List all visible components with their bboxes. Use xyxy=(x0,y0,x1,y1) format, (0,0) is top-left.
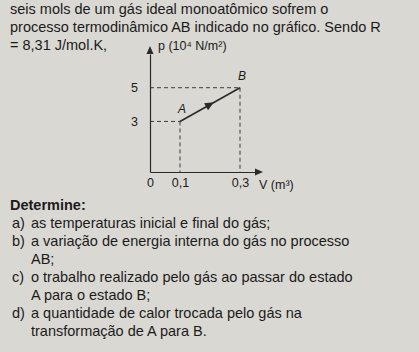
question-line: o trabalho realizado pelo gás ao passar … xyxy=(31,269,353,285)
question-letter: c) xyxy=(12,269,24,285)
x-axis-arrow xyxy=(255,169,263,176)
y-axis-arrow xyxy=(147,46,154,54)
question-line: as temperaturas inicial e final do gás; xyxy=(31,215,270,231)
question-line: a variação de energia interna do gás no … xyxy=(31,233,349,249)
guide-horizontal xyxy=(150,87,240,88)
question-line: AB; xyxy=(31,251,54,267)
process-line xyxy=(180,88,240,122)
point-label: B xyxy=(238,69,246,83)
y-axis: 35 xyxy=(131,55,150,173)
y-axis-title: p (10⁴ N/m²) xyxy=(158,39,227,53)
x-tick: 0,3 xyxy=(232,172,249,190)
question-line: a quantidade de calor trocada pelo gás n… xyxy=(31,305,303,321)
guide-horizontal xyxy=(150,121,180,122)
direction-arrow xyxy=(204,102,214,110)
guide-vertical xyxy=(180,121,181,172)
plot-area xyxy=(150,88,240,172)
x-tick-label: 0,3 xyxy=(232,176,249,190)
questions-heading: Determine: xyxy=(10,197,86,213)
x-axis-line xyxy=(151,172,256,173)
x-tick-label: 0 xyxy=(147,176,154,190)
y-tick-label: 5 xyxy=(131,81,138,95)
x-tick-label: 0,1 xyxy=(172,176,189,190)
x-axis: 0 0,1 0,3 xyxy=(147,172,255,190)
y-tick-label: 3 xyxy=(131,115,138,129)
x-axis-title: V (m³) xyxy=(259,178,294,192)
question-letter: d) xyxy=(12,305,25,321)
y-tick: 3 xyxy=(131,115,150,129)
question-line: A para o estado B; xyxy=(31,287,150,303)
point-label: A xyxy=(177,102,186,116)
x-tick: 0,1 xyxy=(172,172,189,190)
x-tick: 0 xyxy=(147,172,154,190)
question-letter: a) xyxy=(12,215,25,231)
y-axis-line xyxy=(150,55,151,173)
page: seis mols de um gás ideal monoatômico so… xyxy=(0,0,419,352)
question-line: transformação de A para B. xyxy=(31,323,207,339)
statement-line: processo termodinâmico AB indicado no gr… xyxy=(10,19,381,35)
statement-line: seis mols de um gás ideal monoatômico so… xyxy=(10,1,328,17)
statement-line: = 8,31 J/mol.K, xyxy=(10,37,107,53)
y-tick: 5 xyxy=(131,81,150,95)
guide-vertical xyxy=(240,88,241,172)
page-svg: seis mols de um gás ideal monoatômico so… xyxy=(0,0,419,352)
question-letter: b) xyxy=(12,233,25,249)
